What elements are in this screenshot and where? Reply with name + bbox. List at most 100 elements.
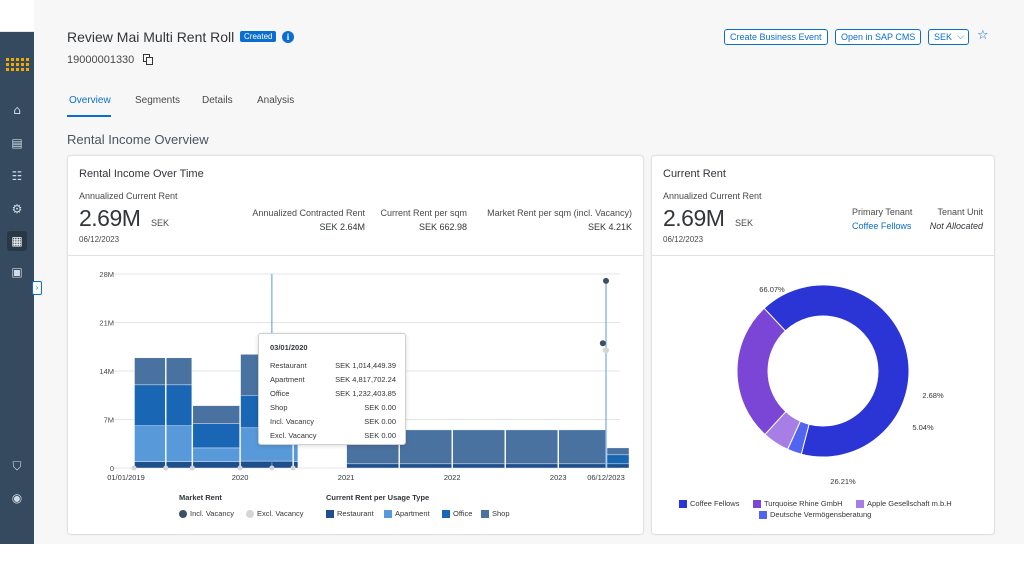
tab-details[interactable]: Details: [202, 95, 233, 106]
user-circle-icon[interactable]: ◉: [11, 491, 23, 505]
donut-slice: [763, 284, 910, 458]
tooltip-date: 03/01/2020: [270, 343, 308, 352]
info-icon[interactable]: i: [282, 31, 294, 43]
currency-value: SEK: [934, 32, 953, 42]
app-launcher-icon[interactable]: [6, 58, 29, 72]
legend-label: Apple Gesellschaft m.b.H: [867, 499, 952, 508]
x-tick-label: 2023: [550, 473, 567, 482]
collapse-sidebar-icon[interactable]: ›: [32, 281, 42, 295]
current-rent-card: Current Rent Annualized Current Rent 2.6…: [651, 155, 995, 535]
bar-segment: [558, 429, 606, 465]
open-in-sap-cms-button[interactable]: Open in SAP CMS: [835, 29, 922, 45]
kpi-label: Annualized Current Rent: [663, 191, 762, 201]
create-business-event-button[interactable]: Create Business Event: [724, 29, 828, 45]
bar-segment: [399, 429, 452, 465]
person-list-icon[interactable]: ☷: [11, 169, 23, 183]
bar-segment: [192, 405, 240, 424]
market-rent-point: [603, 277, 609, 284]
bar-segment: [134, 425, 166, 462]
x-marker: [269, 465, 275, 471]
y-tick-label: 7M: [104, 416, 114, 425]
shield-icon[interactable]: ⛉: [12, 459, 22, 473]
tab-analysis[interactable]: Analysis: [257, 95, 295, 106]
buildings-icon[interactable]: ▦: [7, 231, 27, 251]
legend-item-coffee-fellows[interactable]: Coffee Fellows: [679, 499, 739, 509]
clipboard-icon[interactable]: ▤: [11, 136, 23, 150]
object-id: 19000001330: [67, 54, 135, 66]
favorite-star-icon[interactable]: ☆: [977, 28, 989, 43]
kpi-unit: SEK: [735, 218, 754, 228]
bar-segment: [606, 454, 630, 465]
metric-value: SEK 2.64M: [319, 222, 365, 232]
bar-segment: [452, 463, 505, 469]
legend-item-shop[interactable]: Shop: [481, 509, 510, 519]
card-header: Current Rent Annualized Current Rent 2.6…: [652, 156, 994, 256]
home-icon[interactable]: ⌂: [13, 103, 21, 117]
metric-label: Market Rent per sqm (incl. Vacancy): [487, 208, 632, 218]
y-tick-label: 21M: [99, 319, 114, 328]
copy-icon[interactable]: [143, 54, 155, 66]
bar-segment: [606, 463, 630, 469]
legend-label: Incl. Vacancy: [190, 509, 235, 518]
bar-segment: [505, 429, 558, 465]
metric-label: Annualized Contracted Rent: [252, 208, 365, 218]
legend-market-title: Market Rent: [179, 493, 222, 502]
metric-value: SEK 662.98: [418, 222, 467, 232]
building-settings-icon[interactable]: ⚙: [11, 202, 23, 216]
market-rent-point: [603, 347, 609, 354]
x-tick-label: 01/01/2019: [107, 473, 145, 482]
section-title: Rental Income Overview: [67, 132, 209, 147]
status-badge: Created: [240, 31, 277, 42]
donut-label: 26.21%: [830, 477, 856, 486]
bar-segment: [166, 461, 193, 469]
kpi-label: Annualized Current Rent: [79, 191, 178, 201]
donut-slice: [736, 307, 787, 436]
legend-label: Excl. Vacancy: [257, 509, 304, 518]
legend-item-restaurant[interactable]: Restaurant: [326, 509, 374, 519]
legend-item-apple-gesellschaft[interactable]: Apple Gesellschaft m.b.H: [856, 499, 952, 509]
chevron-down-icon: ⌵: [957, 32, 965, 42]
bar-segment: [166, 425, 193, 462]
primary-tenant-link[interactable]: Coffee Fellows: [852, 221, 912, 231]
bar-segment: [134, 384, 166, 426]
metric-label: Current Rent per sqm: [380, 208, 467, 218]
card-header: Rental Income Over Time Annualized Curre…: [68, 156, 643, 256]
current-rent-donut-chart[interactable]: 66.07% 2.68% 5.04% 26.21%: [652, 257, 994, 497]
y-tick-label: 14M: [99, 367, 114, 376]
legend-item-incl-vacancy[interactable]: Incl. Vacancy: [179, 509, 235, 519]
legend-label: Apartment: [395, 509, 430, 518]
x-tick-label: 06/12/2023: [587, 473, 625, 482]
card-title: Current Rent: [663, 168, 726, 180]
legend-item-office[interactable]: Office: [442, 509, 473, 519]
legend-item-apartment[interactable]: Apartment: [384, 509, 430, 519]
legend-item-deutsche-vermoegensberatung[interactable]: Deutsche Vermögensberatung: [759, 510, 871, 520]
bar-segment: [240, 460, 293, 469]
bar-segment: [192, 461, 240, 469]
x-tick-label: 2022: [444, 473, 461, 482]
bar-segment: [192, 447, 240, 462]
legend-item-turquoise-rhine[interactable]: Turquoise Rhine GmbH: [753, 499, 843, 509]
x-tick-label: 2020: [232, 473, 249, 482]
card-icon[interactable]: ▣: [11, 265, 23, 279]
bar-segment: [558, 463, 606, 469]
x-marker: [237, 465, 243, 471]
market-rent-point: [599, 340, 606, 347]
primary-tenant-label: Primary Tenant: [852, 207, 913, 217]
bottom-strip: [0, 544, 1024, 576]
currency-select[interactable]: SEK ⌵: [928, 29, 970, 45]
legend-label: Shop: [492, 509, 510, 518]
bar-segment: [166, 357, 193, 386]
bar-segment: [134, 357, 166, 386]
tab-overview[interactable]: Overview: [69, 95, 111, 106]
legend-label: Office: [453, 509, 473, 518]
x-marker: [290, 465, 296, 471]
side-navigation: ⌂ ▤ ☷ ⚙ ▦ ▣ ⛉ ◉: [0, 32, 34, 544]
y-tick-label: 28M: [99, 270, 114, 279]
legend-item-excl-vacancy[interactable]: Excl. Vacancy: [246, 509, 304, 519]
bar-segment: [399, 463, 452, 469]
x-marker: [189, 465, 195, 471]
tab-segments[interactable]: Segments: [135, 95, 181, 106]
bar-segment: [192, 423, 240, 449]
kpi-date: 06/12/2023: [79, 235, 120, 244]
